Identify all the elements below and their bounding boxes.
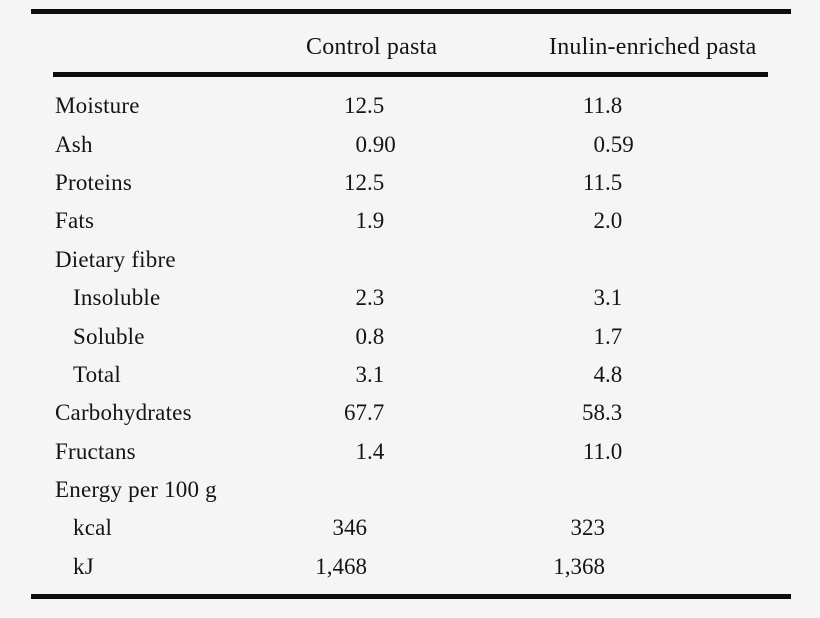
table-row: kcal 346 323	[0, 509, 820, 547]
table-row: Energy per 100 g	[0, 471, 820, 509]
table-row: Fats 1.9 2.0	[0, 202, 820, 240]
table-row: kJ 1,468 1,368	[0, 548, 820, 586]
control-pasta-value: 67.7	[344, 400, 385, 426]
table-row: Soluble 0.8 1.7	[0, 317, 820, 355]
control-pasta-value: 1.9	[355, 208, 385, 234]
control-pasta-value: 12.5	[344, 169, 385, 195]
row-label: Insoluble	[73, 285, 161, 311]
row-label: Total	[73, 361, 121, 387]
row-label: Moisture	[55, 93, 140, 119]
control-pasta-value: 346	[332, 515, 368, 541]
control-pasta-value: 0.90	[355, 131, 396, 157]
table-row: Total 3.1 4.8	[0, 356, 820, 394]
inulin-pasta-value: 2.0	[593, 208, 623, 234]
row-label: Proteins	[55, 169, 132, 195]
table-row: Moisture 12.5 11.8	[0, 87, 820, 125]
column-header-control-pasta: Control pasta	[306, 34, 438, 60]
control-pasta-value: 1,468	[315, 553, 367, 579]
inulin-pasta-value: 323	[570, 515, 606, 541]
inulin-pasta-value: 58.3	[582, 400, 623, 426]
control-pasta-value: 1.4	[355, 438, 385, 464]
inulin-pasta-value: 11.8	[582, 93, 623, 119]
table-row: Insoluble 2.3 3.1	[0, 279, 820, 317]
inulin-pasta-value: 4.8	[593, 361, 623, 387]
row-label: kJ	[73, 553, 94, 579]
table-row: Ash 0.90 0.59	[0, 125, 820, 163]
row-label: Energy per 100 g	[55, 477, 217, 503]
control-pasta-value: 3.1	[355, 361, 385, 387]
inulin-pasta-value: 11.5	[582, 169, 623, 195]
row-label: Dietary fibre	[55, 246, 176, 272]
table-row: Dietary fibre	[0, 241, 820, 279]
row-label: Soluble	[73, 323, 145, 349]
inulin-pasta-value: 1.7	[593, 323, 623, 349]
table-bottom-rule	[31, 594, 791, 599]
row-label: Carbohydrates	[55, 400, 192, 426]
table-row: Proteins 12.5 11.5	[0, 164, 820, 202]
inulin-pasta-value: 11.0	[582, 438, 623, 464]
table-body: Moisture 12.5 11.8 Ash 0.90 0.59 Proteins 12.5 1…	[0, 87, 820, 586]
control-pasta-value: 12.5	[344, 93, 385, 119]
table-row: Carbohydrates 67.7 58.3	[0, 394, 820, 432]
row-label: Fats	[55, 208, 95, 234]
row-label: Ash	[55, 131, 93, 157]
table-top-rule	[31, 9, 791, 14]
control-pasta-value: 2.3	[355, 285, 385, 311]
inulin-pasta-value: 3.1	[593, 285, 623, 311]
row-label: Fructans	[55, 438, 136, 464]
control-pasta-value: 0.8	[355, 323, 385, 349]
inulin-pasta-value: 1,368	[553, 553, 605, 579]
table-header-rule	[53, 72, 768, 77]
column-header-inulin-enriched-pasta: Inulin-enriched pasta	[549, 34, 757, 60]
inulin-pasta-value: 0.59	[593, 131, 634, 157]
row-label: kcal	[73, 515, 113, 541]
table-row: Fructans 1.4 11.0	[0, 433, 820, 471]
